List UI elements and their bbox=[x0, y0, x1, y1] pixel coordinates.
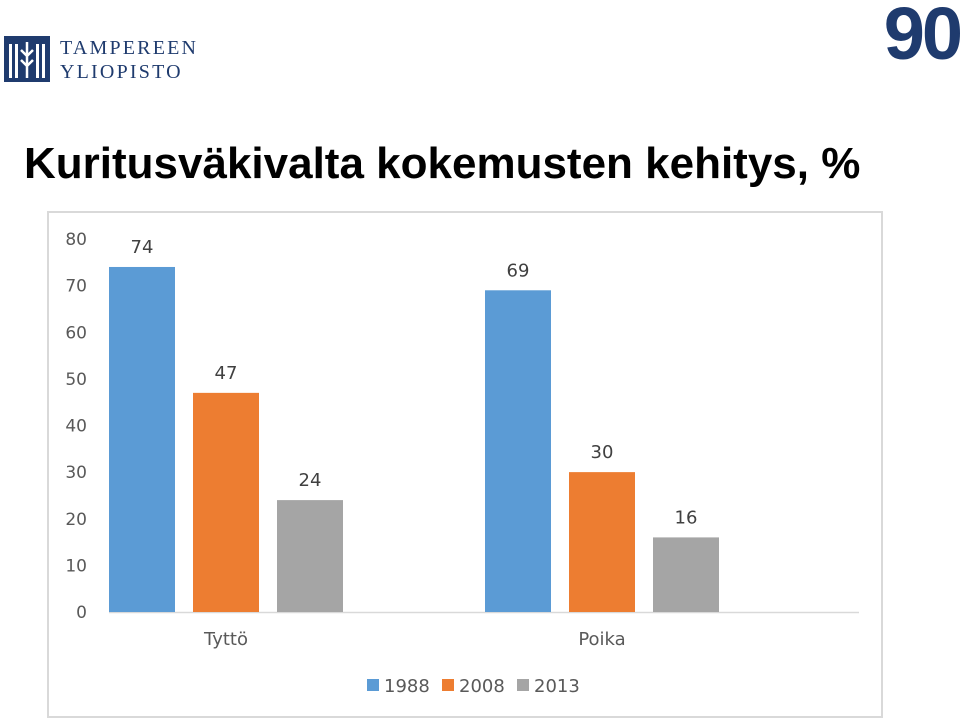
bar-2008-1 bbox=[569, 472, 635, 612]
y-tick-label: 30 bbox=[65, 463, 87, 483]
bar-2013-1 bbox=[653, 537, 719, 612]
data-label: 24 bbox=[299, 470, 322, 491]
y-tick-label: 80 bbox=[65, 230, 87, 250]
y-tick-label: 40 bbox=[65, 417, 87, 437]
y-tick-label: 50 bbox=[65, 370, 87, 390]
logo-text-line2: YLIOPISTO bbox=[60, 61, 183, 83]
university-logo: TAMPEREEN YLIOPISTO bbox=[4, 34, 236, 84]
legend-label: 2008 bbox=[459, 676, 505, 697]
data-label: 47 bbox=[215, 363, 238, 384]
y-tick-label: 60 bbox=[65, 323, 87, 343]
anniversary-badge: 90 bbox=[883, 0, 960, 75]
chart-frame: 0 10 20 30 40 50 60 70 80 74 69 47 30 24 16 Tyttö Poika 1… bbox=[47, 211, 883, 718]
bar-1988-1 bbox=[485, 290, 551, 612]
legend-label: 2013 bbox=[534, 676, 580, 697]
y-tick-label: 10 bbox=[65, 556, 87, 576]
legend-label: 1988 bbox=[384, 676, 430, 697]
data-label: 74 bbox=[131, 237, 154, 258]
page-title: Kuritusväkivalta kokemusten kehitys, % bbox=[24, 139, 861, 188]
x-category-label: Poika bbox=[578, 629, 625, 650]
y-tick-label: 70 bbox=[65, 277, 87, 297]
legend-swatch-1988 bbox=[367, 679, 379, 691]
y-tick-label: 0 bbox=[76, 603, 87, 623]
bar-2008-0 bbox=[193, 392, 259, 612]
logo-text-line1: TAMPEREEN bbox=[60, 37, 199, 59]
x-category-label: Tyttö bbox=[203, 629, 248, 650]
legend-swatch-2008 bbox=[442, 679, 454, 691]
logo-emblem-icon bbox=[4, 36, 50, 82]
data-label: 69 bbox=[507, 260, 530, 281]
bar-chart: 0 10 20 30 40 50 60 70 80 74 69 47 30 24 16 Tyttö Poika 1… bbox=[65, 230, 859, 697]
legend-swatch-2013 bbox=[517, 679, 529, 691]
y-tick-label: 20 bbox=[65, 510, 87, 530]
data-label: 16 bbox=[675, 507, 698, 528]
bar-1988-0 bbox=[109, 266, 175, 612]
data-label: 30 bbox=[591, 442, 614, 463]
bar-2013-0 bbox=[277, 500, 343, 612]
